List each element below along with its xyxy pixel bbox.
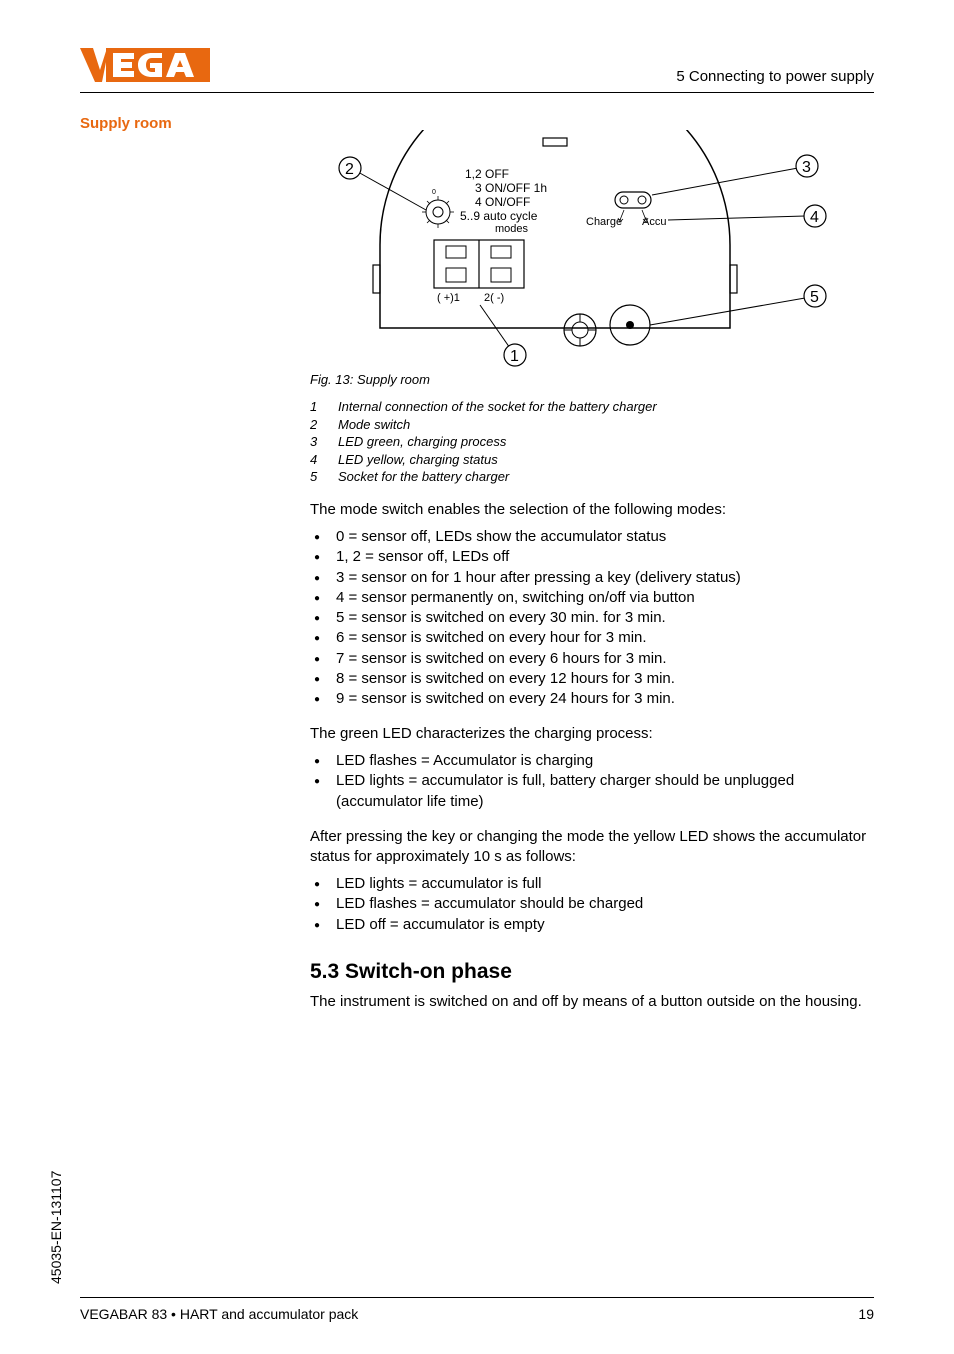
legend-text: LED yellow, charging status [338,451,498,469]
legend-num: 4 [310,451,338,469]
supply-room-diagram: 1,2 OFF 3 ON/OFF 1h 4 ON/OFF 5..9 auto c… [310,130,840,375]
svg-text:5: 5 [810,289,819,306]
footer-divider [80,1297,874,1298]
footer-product: VEGABAR 83 • HART and accumulator pack [80,1306,358,1322]
svg-text:4 ON/OFF: 4 ON/OFF [475,195,530,209]
legend-num: 5 [310,468,338,486]
section-5-3-text: The instrument is switched on and off by… [310,992,874,1012]
legend-num: 1 [310,398,338,416]
svg-text:2: 2 [345,161,354,178]
yellow-led-list: LED lights = accumulator is full LED fla… [310,874,874,935]
figure-legend: 1Internal connection of the socket for t… [310,398,657,486]
svg-text:Charge: Charge [586,216,622,228]
vega-logo [80,48,210,87]
sidebar-heading: Supply room [80,115,172,132]
list-item: LED off = accumulator is empty [310,915,874,935]
list-item: 8 = sensor is switched on every 12 hours… [310,669,874,689]
svg-text:5..9 auto cycle: 5..9 auto cycle [460,209,538,223]
list-item: 1, 2 = sensor off, LEDs off [310,547,874,567]
list-item: 9 = sensor is switched on every 24 hours… [310,689,874,709]
green-led-intro: The green LED characterizes the charging… [310,724,874,744]
green-led-list: LED flashes = Accumulator is charging LE… [310,751,874,812]
list-item: LED lights = accumulator is full [310,874,874,894]
header-divider [80,92,874,93]
legend-num: 2 [310,416,338,434]
list-item: LED lights = accumulator is full, batter… [310,771,874,812]
svg-text:modes: modes [495,223,529,235]
svg-text:( +)1: ( +)1 [437,292,460,304]
legend-text: Internal connection of the socket for th… [338,398,657,416]
list-item: LED flashes = accumulator should be char… [310,894,874,914]
section-5-3-heading: 5.3 Switch-on phase [310,960,512,984]
list-item: 5 = sensor is switched on every 30 min. … [310,608,874,628]
modes-list: 0 = sensor off, LEDs show the accumulato… [310,527,874,709]
svg-text:3 ON/OFF 1h: 3 ON/OFF 1h [475,181,547,195]
svg-text:1,2 OFF: 1,2 OFF [465,167,509,181]
document-id: 45035-EN-131107 [48,1171,64,1284]
legend-text: Mode switch [338,416,410,434]
yellow-led-intro: After pressing the key or changing the m… [310,827,874,868]
modes-intro: The mode switch enables the selection of… [310,500,874,520]
legend-text: Socket for the battery charger [338,468,509,486]
legend-num: 3 [310,433,338,451]
page-number: 19 [858,1306,874,1322]
list-item: 6 = sensor is switched on every hour for… [310,628,874,648]
list-item: 7 = sensor is switched on every 6 hours … [310,649,874,669]
legend-text: LED green, charging process [338,433,506,451]
svg-text:0: 0 [432,189,436,196]
list-item: 4 = sensor permanently on, switching on/… [310,588,874,608]
svg-text:4: 4 [810,209,819,226]
header-section-label: 5 Connecting to power supply [676,68,874,85]
figure-caption: Fig. 13: Supply room [310,372,430,387]
list-item: 0 = sensor off, LEDs show the accumulato… [310,527,874,547]
svg-text:3: 3 [802,159,811,176]
list-item: LED flashes = Accumulator is charging [310,751,874,771]
svg-text:2( -): 2( -) [484,292,504,304]
list-item: 3 = sensor on for 1 hour after pressing … [310,568,874,588]
svg-text:1: 1 [510,348,519,365]
